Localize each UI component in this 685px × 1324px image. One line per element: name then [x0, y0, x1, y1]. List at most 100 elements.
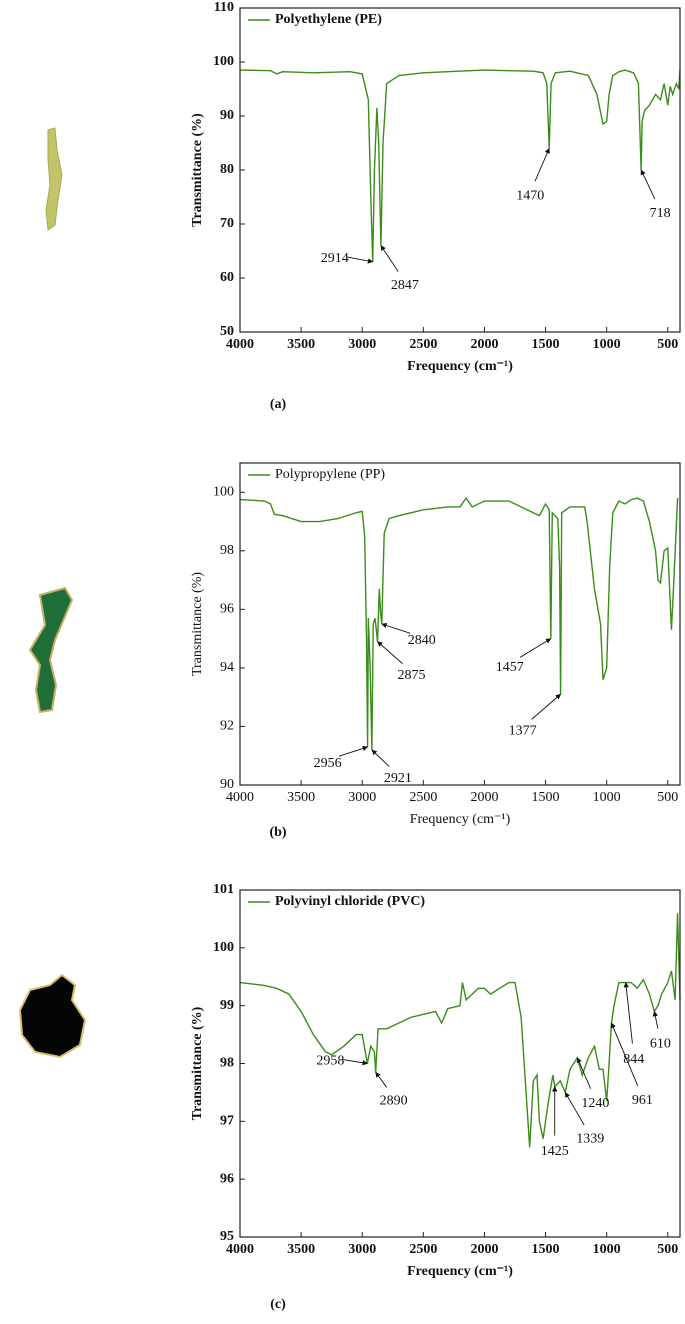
peak-label: 2921 — [384, 771, 412, 786]
peak-arrow — [371, 749, 390, 767]
x-axis-label: Frequency (cm⁻¹) — [407, 359, 513, 374]
peak-arrow — [640, 169, 656, 200]
x-tick-label: 1500 — [532, 790, 560, 805]
peak-label: 1377 — [509, 723, 537, 738]
x-tick-label: 1000 — [593, 1242, 621, 1257]
spectrum-line — [239, 913, 681, 1148]
y-tick-label: 97 — [220, 1114, 234, 1129]
y-axis-label: Transmittance (%) — [190, 113, 205, 227]
peak-label: 1240 — [581, 1096, 609, 1111]
x-tick-label: 3500 — [287, 337, 315, 352]
x-tick-label: 2000 — [470, 790, 498, 805]
plot-frame — [239, 7, 681, 333]
sample-pe — [45, 127, 63, 231]
x-tick-label: 1500 — [532, 1242, 560, 1257]
y-tick-label: 60 — [220, 270, 234, 285]
legend-label: Polyvinyl chloride (PVC) — [275, 894, 425, 909]
panel-label: (c) — [270, 1297, 286, 1312]
peak-label: 2840 — [408, 633, 436, 648]
y-axis-label: Transmittance (%) — [190, 1006, 205, 1120]
peak-arrow — [377, 641, 403, 664]
peak-label: 1470 — [516, 189, 544, 204]
peak-arrow — [564, 1091, 585, 1126]
plot-frame — [239, 889, 681, 1238]
y-tick-label: 90 — [220, 777, 234, 792]
y-tick-label: 96 — [220, 1171, 234, 1186]
y-tick-label: 100 — [213, 54, 234, 69]
peak-arrow — [346, 256, 374, 264]
x-axis-label: Frequency (cm⁻¹) — [407, 1264, 513, 1279]
x-tick-label: 4000 — [226, 1242, 254, 1257]
x-tick-label: 3000 — [348, 337, 376, 352]
peak-label: 2847 — [391, 278, 419, 293]
x-tick-label: 500 — [657, 790, 678, 805]
peak-arrow — [381, 622, 411, 634]
peak-arrow — [623, 981, 633, 1044]
plot-frame — [239, 462, 681, 786]
x-tick-label: 3500 — [287, 790, 315, 805]
peak-arrow — [652, 1010, 659, 1029]
x-tick-label: 3000 — [348, 1242, 376, 1257]
x-tick-label: 1000 — [593, 337, 621, 352]
peak-label: 961 — [632, 1093, 653, 1108]
legend-label: Polypropylene (PP) — [275, 467, 385, 482]
peak-arrow — [534, 147, 550, 182]
y-tick-label: 99 — [220, 998, 234, 1013]
x-tick-label: 2500 — [409, 337, 437, 352]
peak-arrow — [519, 638, 552, 658]
spectrum-line — [239, 69, 681, 262]
y-tick-label: 100 — [213, 484, 234, 499]
x-tick-label: 4000 — [226, 790, 254, 805]
y-tick-label: 110 — [214, 0, 234, 15]
peak-arrow — [576, 1057, 592, 1089]
y-tick-label: 96 — [220, 602, 234, 617]
peak-label: 2956 — [314, 756, 342, 771]
peak-label: 1425 — [541, 1144, 569, 1159]
y-tick-label: 101 — [213, 882, 234, 897]
peak-label: 844 — [623, 1052, 644, 1067]
y-tick-label: 50 — [220, 324, 234, 339]
sample-pvc — [18, 973, 87, 1059]
y-tick-label: 98 — [220, 1056, 234, 1071]
x-tick-label: 1500 — [532, 337, 560, 352]
peak-label: 718 — [650, 206, 671, 221]
x-axis-label: Frequency (cm⁻¹) — [410, 812, 511, 827]
peak-arrow — [531, 693, 561, 720]
peak-label: 1457 — [496, 660, 524, 675]
peak-label: 2914 — [321, 251, 349, 266]
y-tick-label: 98 — [220, 543, 234, 558]
y-tick-label: 94 — [220, 660, 234, 675]
sample-pp — [28, 586, 74, 714]
x-tick-label: 2500 — [409, 1242, 437, 1257]
x-tick-label: 500 — [657, 1242, 678, 1257]
y-tick-label: 70 — [220, 216, 234, 231]
x-tick-label: 2000 — [470, 1242, 498, 1257]
peak-arrow — [342, 1058, 368, 1066]
peak-arrow — [338, 745, 369, 757]
y-tick-label: 92 — [220, 719, 234, 734]
y-tick-label: 95 — [220, 1229, 234, 1244]
x-tick-label: 500 — [657, 337, 678, 352]
x-tick-label: 3000 — [348, 790, 376, 805]
x-tick-label: 3500 — [287, 1242, 315, 1257]
y-tick-label: 80 — [220, 162, 234, 177]
peak-arrow — [380, 245, 399, 272]
peak-label: 2958 — [316, 1054, 344, 1069]
legend-label: Polyethylene (PE) — [275, 12, 382, 27]
peak-label: 1339 — [576, 1132, 604, 1147]
spectrum-line — [239, 496, 679, 750]
y-tick-label: 90 — [220, 108, 234, 123]
peak-label: 2875 — [398, 668, 426, 683]
peak-label: 2890 — [380, 1093, 408, 1108]
x-tick-label: 2500 — [409, 790, 437, 805]
y-axis-label: Transmittance (%) — [190, 572, 205, 676]
peak-label: 610 — [650, 1037, 671, 1052]
panel-label: (a) — [270, 397, 287, 412]
x-tick-label: 4000 — [226, 337, 254, 352]
y-tick-label: 100 — [213, 940, 234, 955]
x-tick-label: 2000 — [470, 337, 498, 352]
peak-arrow — [375, 1071, 388, 1088]
panel-label: (b) — [269, 825, 286, 840]
peak-arrow — [610, 1022, 639, 1087]
